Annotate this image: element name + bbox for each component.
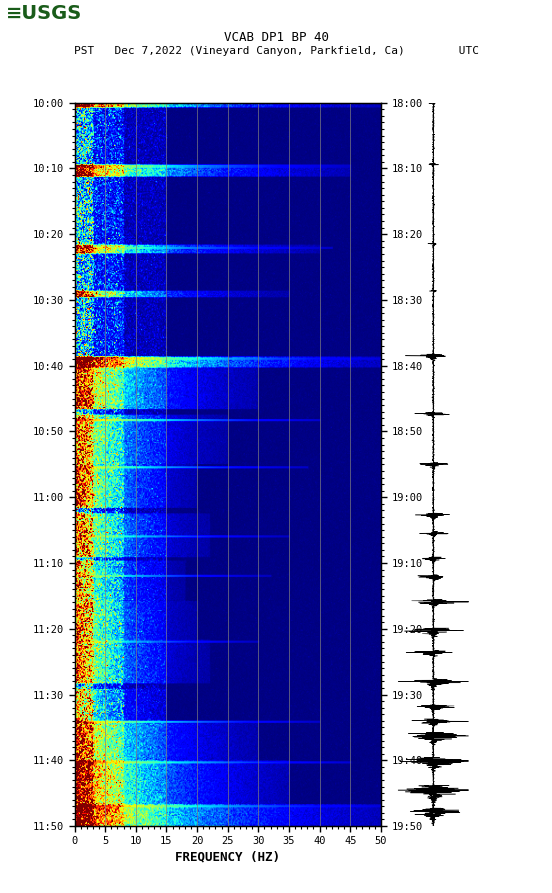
Text: ≡USGS: ≡USGS bbox=[6, 4, 82, 23]
Text: VCAB DP1 BP 40: VCAB DP1 BP 40 bbox=[224, 31, 328, 45]
Text: PST   Dec 7,2022 (Vineyard Canyon, Parkfield, Ca)        UTC: PST Dec 7,2022 (Vineyard Canyon, Parkfie… bbox=[73, 46, 479, 56]
X-axis label: FREQUENCY (HZ): FREQUENCY (HZ) bbox=[175, 851, 280, 864]
